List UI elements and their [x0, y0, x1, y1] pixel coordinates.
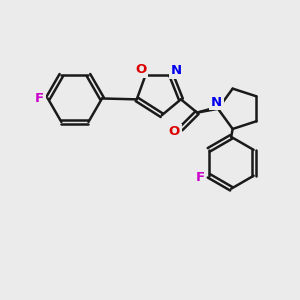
Text: N: N — [211, 96, 222, 109]
Text: N: N — [171, 64, 182, 77]
Text: F: F — [35, 92, 44, 105]
Text: F: F — [195, 171, 205, 184]
Text: O: O — [136, 63, 147, 76]
Text: N: N — [211, 94, 222, 107]
Text: O: O — [169, 125, 180, 138]
